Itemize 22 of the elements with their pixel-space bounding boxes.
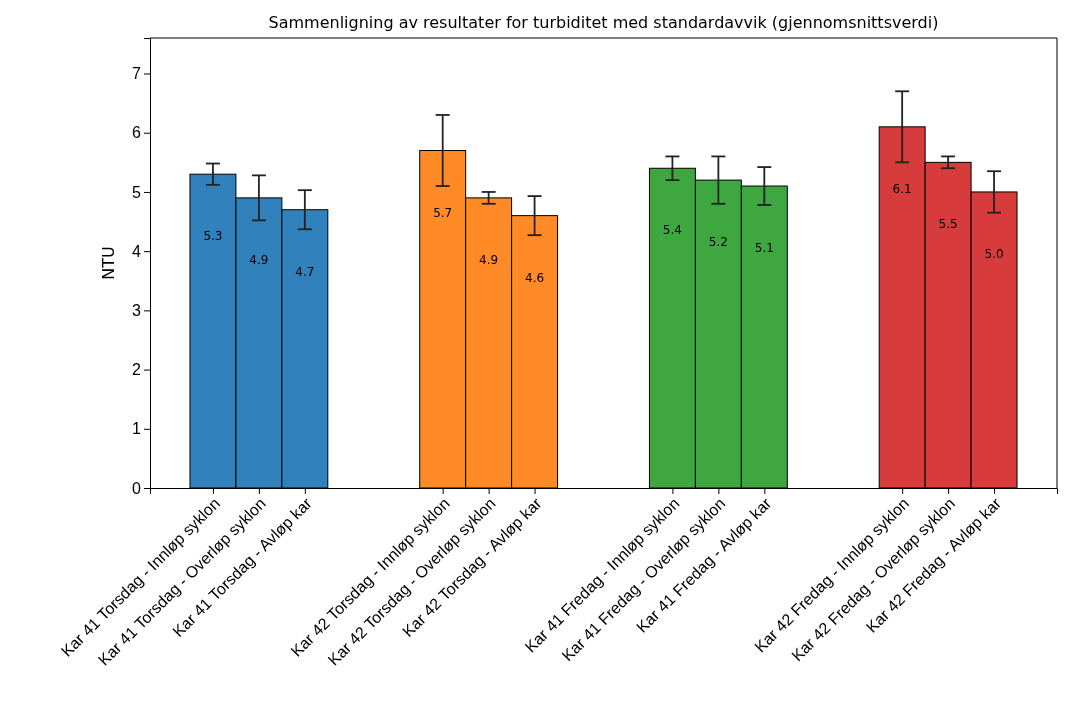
y-tick-label: 2: [132, 361, 142, 379]
y-tick-label: 7: [132, 65, 142, 83]
data-label: 6.1: [892, 181, 912, 196]
y-tick-label: 6: [132, 124, 142, 142]
data-label: 4.9: [249, 252, 269, 267]
y-tick-label: 1: [132, 420, 142, 438]
chart-title: Sammenligning av resultater for turbiditet med standardavvik (gjennomsnittsverdi): [268, 13, 939, 32]
data-label: 4.9: [479, 252, 499, 267]
y-tick-label: 3: [132, 301, 142, 319]
data-label: 5.2: [708, 235, 728, 250]
data-label: 4.6: [525, 270, 545, 285]
data-label: 5.0: [984, 246, 1004, 261]
data-label: 5.1: [754, 241, 774, 256]
y-tick-label: 4: [132, 242, 142, 260]
data-label: 4.7: [295, 264, 315, 279]
y-tick-label: 5: [132, 183, 142, 201]
data-label: 5.3: [203, 229, 223, 244]
data-label: 5.4: [662, 223, 682, 238]
y-axis-title: NTU: [99, 246, 118, 280]
data-label: 5.7: [433, 205, 453, 220]
y-tick-label: 0: [132, 479, 142, 497]
data-label: 5.5: [938, 217, 958, 232]
